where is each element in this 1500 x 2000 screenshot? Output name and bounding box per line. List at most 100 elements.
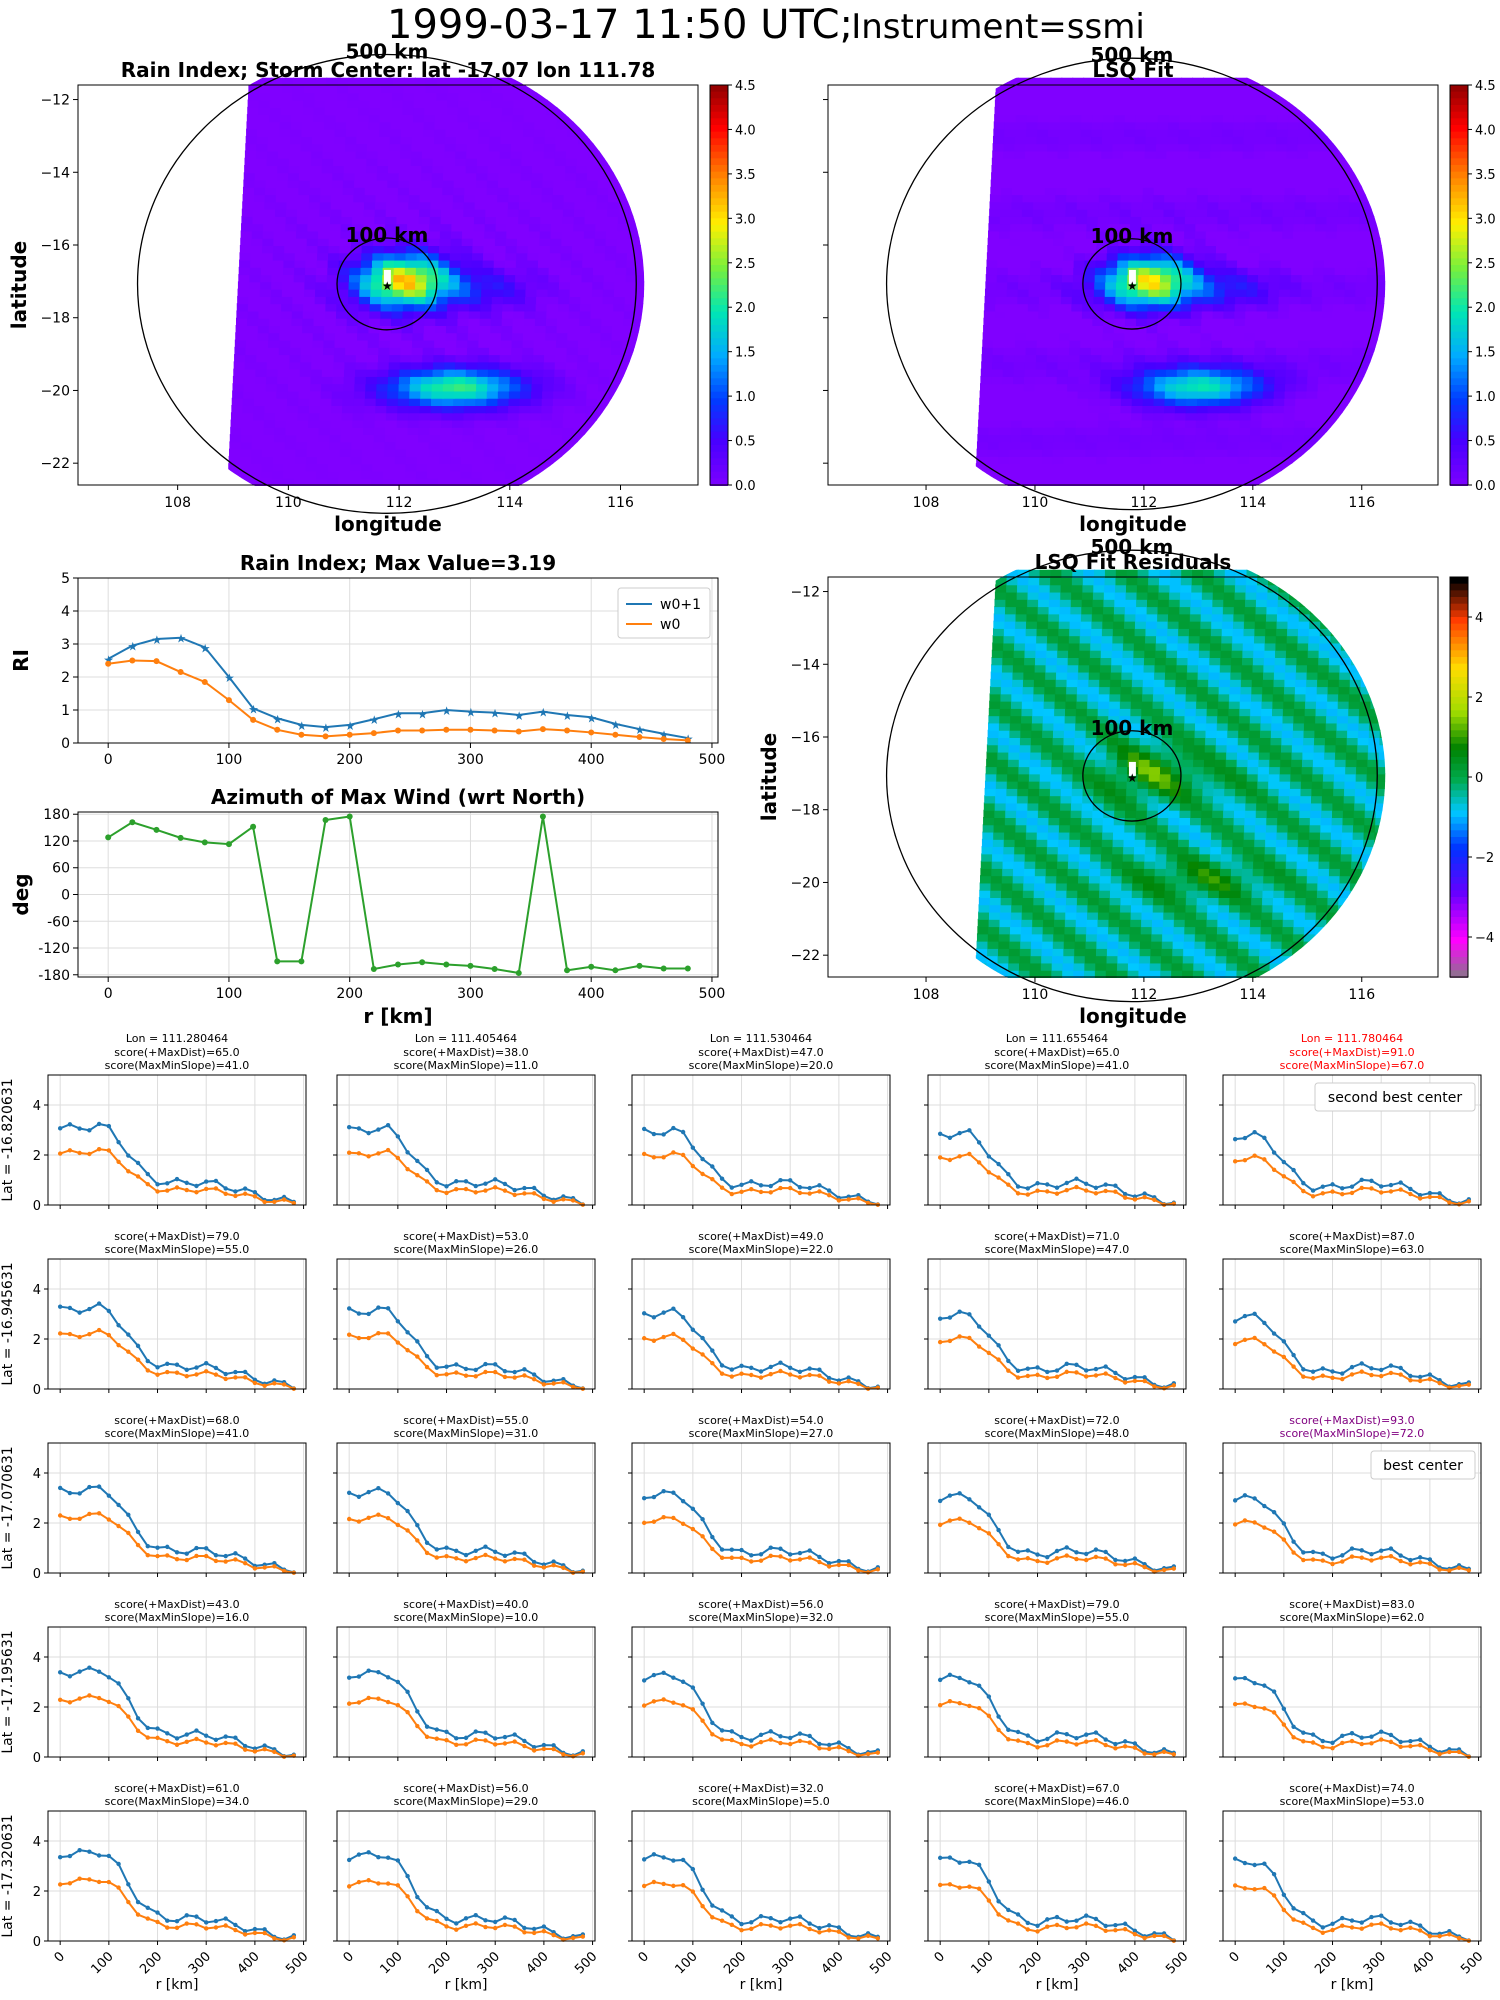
swath-cell — [1174, 405, 1187, 414]
swath-cell — [496, 412, 509, 421]
swath-cell — [1040, 962, 1053, 971]
swath-cell — [1395, 150, 1407, 158]
swath-cell — [469, 85, 482, 94]
swath-cell — [500, 135, 513, 145]
swath-cell — [1127, 969, 1140, 978]
swath-cell — [317, 237, 330, 246]
swath-cell — [1214, 281, 1226, 290]
swath-cell — [1251, 405, 1264, 414]
swath-cell — [584, 419, 597, 428]
swath-cell — [655, 347, 667, 355]
swath-cell — [303, 85, 316, 94]
swath-cell — [1295, 186, 1308, 196]
swath-cell — [497, 405, 510, 414]
swath-cell — [591, 303, 604, 312]
swath-cell — [512, 325, 525, 334]
swath-cell — [417, 245, 430, 254]
swath-cell — [608, 179, 621, 188]
swath-cell — [1003, 135, 1016, 145]
swath-cell — [420, 172, 433, 181]
swath-cell — [649, 470, 661, 478]
swath-cell — [1154, 165, 1167, 174]
swath-cell — [1395, 361, 1407, 369]
swath-cell — [370, 85, 383, 94]
swath-cell — [1129, 448, 1141, 457]
swath-cell — [1019, 259, 1032, 268]
swath-cell — [509, 165, 522, 174]
swath-cell — [346, 106, 359, 116]
swath-cell — [293, 77, 306, 86]
swath-cell — [1357, 463, 1369, 472]
swath-cell — [1185, 412, 1198, 421]
swath-cell — [340, 223, 353, 232]
swath-cell — [351, 230, 364, 239]
swath-cell — [482, 470, 495, 479]
swath-cell — [556, 128, 569, 137]
swath-cell — [384, 441, 397, 450]
swath-cell — [358, 310, 371, 319]
swath-cell — [1405, 180, 1417, 188]
swath-cell — [978, 412, 991, 421]
swath-cell — [1193, 470, 1206, 479]
swath-cell — [362, 434, 375, 443]
swath-cell — [365, 375, 378, 385]
swath-cell — [467, 121, 480, 130]
swath-cell — [690, 318, 702, 326]
colorbar-cell — [710, 131, 728, 140]
swath-cell — [646, 318, 658, 326]
swath-cell — [1055, 390, 1068, 399]
swath-cell — [1231, 165, 1243, 174]
swath-cell — [489, 135, 502, 145]
swath-cell — [637, 266, 645, 276]
swath-cell — [1023, 383, 1036, 392]
swath-cell — [1122, 150, 1135, 159]
swath-cell — [404, 274, 417, 283]
swath-cell — [342, 390, 355, 399]
swath-cell — [1086, 230, 1098, 239]
swath-cell — [377, 361, 390, 370]
swath-cell — [1026, 121, 1039, 130]
swath-cell — [309, 390, 322, 399]
swath-cell — [1019, 470, 1031, 479]
swath-cell — [290, 121, 303, 130]
swath-cell — [502, 99, 515, 108]
swath-cell — [1074, 237, 1087, 246]
swath-cell — [435, 317, 448, 326]
swath-cell — [1085, 448, 1098, 457]
swath-cell — [587, 165, 600, 174]
swath-cell — [1167, 346, 1179, 356]
swath-cell — [1166, 157, 1179, 166]
colorbar-cell — [710, 351, 728, 360]
swath-cell — [1233, 114, 1246, 123]
swath-cell — [550, 441, 563, 450]
swath-cell — [304, 477, 318, 486]
swath-cell — [563, 397, 576, 406]
swath-cell — [697, 398, 709, 406]
swath-cell — [1256, 92, 1269, 101]
swath-cell — [1057, 368, 1069, 377]
swath-cell — [299, 368, 312, 377]
swath-cell — [483, 455, 496, 465]
swath-cell — [987, 441, 1000, 450]
swath-cell — [1259, 237, 1272, 246]
swath-cell — [612, 99, 626, 108]
swath-cell — [591, 92, 604, 101]
swath-cell — [989, 412, 1002, 421]
swath-cell — [410, 150, 424, 159]
swath-cell — [1224, 295, 1237, 305]
swath-cell — [616, 237, 629, 246]
swath-cell — [1126, 77, 1139, 86]
swath-cell — [507, 215, 520, 225]
swath-cell — [357, 121, 370, 130]
swath-cell — [632, 150, 645, 159]
swath-cell — [1154, 172, 1167, 181]
swath-cell — [1159, 85, 1171, 94]
colorbar-tick-label: 0.0 — [735, 479, 756, 494]
swath-cell — [565, 157, 578, 166]
swath-cell — [341, 412, 354, 421]
swath-cell — [444, 354, 457, 363]
swath-cell — [1043, 419, 1056, 428]
swath-cell — [1146, 114, 1159, 123]
swath-cell — [1304, 426, 1317, 436]
swath-cell — [696, 420, 708, 428]
